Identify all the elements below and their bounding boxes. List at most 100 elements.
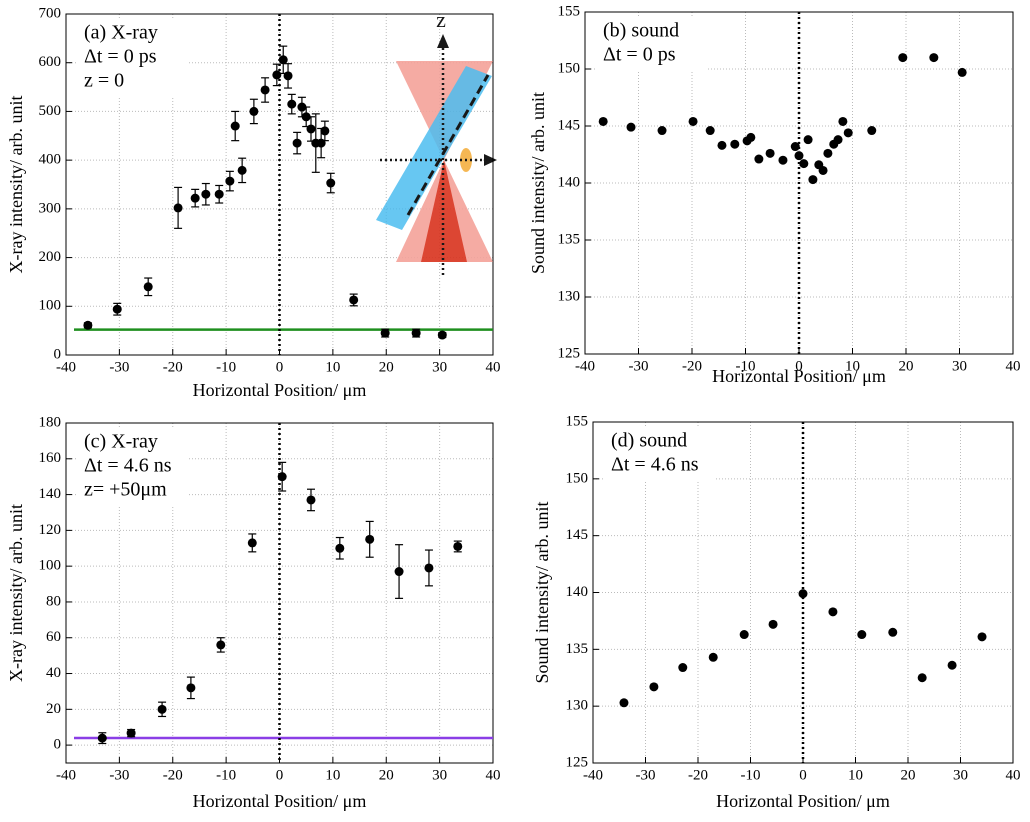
data-point: [799, 159, 809, 169]
data-point: [867, 126, 877, 136]
x-tick-label: 40: [1006, 358, 1021, 374]
x-tick-label: 30: [952, 358, 967, 374]
y-tick-label: 180: [39, 414, 62, 430]
data-point: [411, 328, 421, 338]
y-tick-label: 125: [558, 345, 581, 361]
inset-schematic: z: [376, 7, 497, 275]
data-point: [705, 126, 715, 136]
data-point: [619, 698, 629, 708]
data-point: [186, 683, 196, 693]
x-axis-label: Horizontal Position/ μm: [193, 791, 367, 811]
data-point: [292, 138, 302, 148]
data-point: [790, 142, 800, 152]
data-point: [798, 589, 808, 599]
y-tick-label: 135: [558, 231, 581, 247]
data-point: [301, 112, 311, 122]
annotation: (b) sound: [603, 20, 679, 42]
x-tick-label: -20: [163, 767, 183, 783]
x-axis-label: Horizontal Position/ μm: [712, 366, 886, 386]
y-tick-label: 60: [46, 629, 61, 645]
data-point: [365, 534, 375, 544]
data-point: [437, 330, 447, 340]
x-tick-label: 10: [845, 358, 860, 374]
y-tick-label: 150: [566, 470, 589, 486]
y-tick-label: 80: [46, 593, 61, 609]
annotation: Δt = 0 ps: [84, 46, 157, 68]
y-tick-label: 155: [558, 3, 581, 19]
annotation-box: [76, 20, 188, 96]
y-tick-label: 155: [566, 413, 589, 429]
data-point: [833, 135, 843, 145]
x-tick-label: 40: [1006, 767, 1021, 783]
y-tick-label: 140: [39, 486, 62, 502]
annotation: (c) X-ray: [84, 431, 158, 453]
x-axis-label: Horizontal Position/ μm: [193, 380, 367, 400]
data-point: [297, 102, 307, 112]
data-point: [157, 704, 167, 714]
data-point: [306, 124, 316, 134]
y-tick-label: 600: [39, 54, 62, 70]
annotation-box: [595, 18, 707, 70]
dashed-line: [406, 74, 490, 216]
x-tick-label: -40: [575, 358, 595, 374]
y-tick-label: 160: [39, 450, 62, 466]
data-point: [249, 106, 259, 116]
x-tick-label: 40: [486, 767, 501, 783]
data-point: [112, 304, 122, 314]
x-tick-label: -10: [216, 359, 236, 375]
data-point: [808, 175, 818, 185]
y-tick-label: 0: [54, 737, 62, 753]
data-point: [201, 189, 211, 199]
data-point: [173, 203, 183, 213]
beam-core: [421, 160, 467, 262]
data-point: [947, 660, 957, 670]
data-point: [225, 176, 235, 186]
data-point: [453, 541, 463, 551]
data-point: [424, 563, 434, 573]
y-tick-label: 40: [46, 665, 61, 681]
y-tick-label: 130: [566, 698, 589, 714]
data-point: [190, 193, 200, 203]
data-point: [287, 99, 297, 109]
data-point: [320, 126, 330, 136]
annotation: (a) X-ray: [84, 22, 158, 44]
data-point: [765, 148, 775, 158]
data-point: [349, 295, 359, 305]
sample-plane: [376, 66, 492, 230]
data-point: [126, 728, 136, 738]
annotation: Δt = 4.6 ns: [611, 454, 699, 476]
y-tick-label: 130: [558, 288, 581, 304]
data-point: [214, 189, 224, 199]
x-tick-label: -40: [56, 767, 76, 783]
data-point: [957, 67, 967, 77]
data-point: [768, 619, 778, 629]
y-tick-label: 135: [566, 641, 589, 657]
data-point: [730, 139, 740, 149]
y-axis-label: X-ray intensity/ arb. unit: [6, 96, 26, 274]
y-tick-label: 0: [54, 346, 62, 362]
x-tick-label: -30: [636, 767, 656, 783]
x-tick-label: 20: [379, 767, 394, 783]
y-tick-label: 100: [39, 558, 62, 574]
data-point: [678, 663, 688, 673]
data-point: [657, 126, 667, 136]
data-point: [823, 148, 833, 158]
y-tick-label: 100: [39, 298, 62, 314]
data-point: [278, 55, 288, 65]
annotation: Δt = 0 ps: [603, 44, 676, 66]
annotation: z = 0: [84, 70, 124, 92]
y-tick-label: 120: [39, 522, 62, 538]
y-tick-label: 140: [558, 174, 581, 190]
y-tick-label: 500: [39, 103, 62, 119]
data-point: [917, 673, 927, 683]
y-tick-label: 20: [46, 701, 61, 717]
y-tick-label: 150: [558, 60, 581, 76]
data-point: [97, 733, 107, 743]
x-axis-label: Horizontal Position/ μm: [716, 791, 890, 811]
y-tick-label: 300: [39, 200, 62, 216]
y-axis-label: Sound intensity/ arb. unit: [532, 502, 552, 684]
inset-label: z: [436, 7, 446, 32]
data-point: [739, 630, 749, 640]
x-tick-label: 0: [799, 767, 807, 783]
